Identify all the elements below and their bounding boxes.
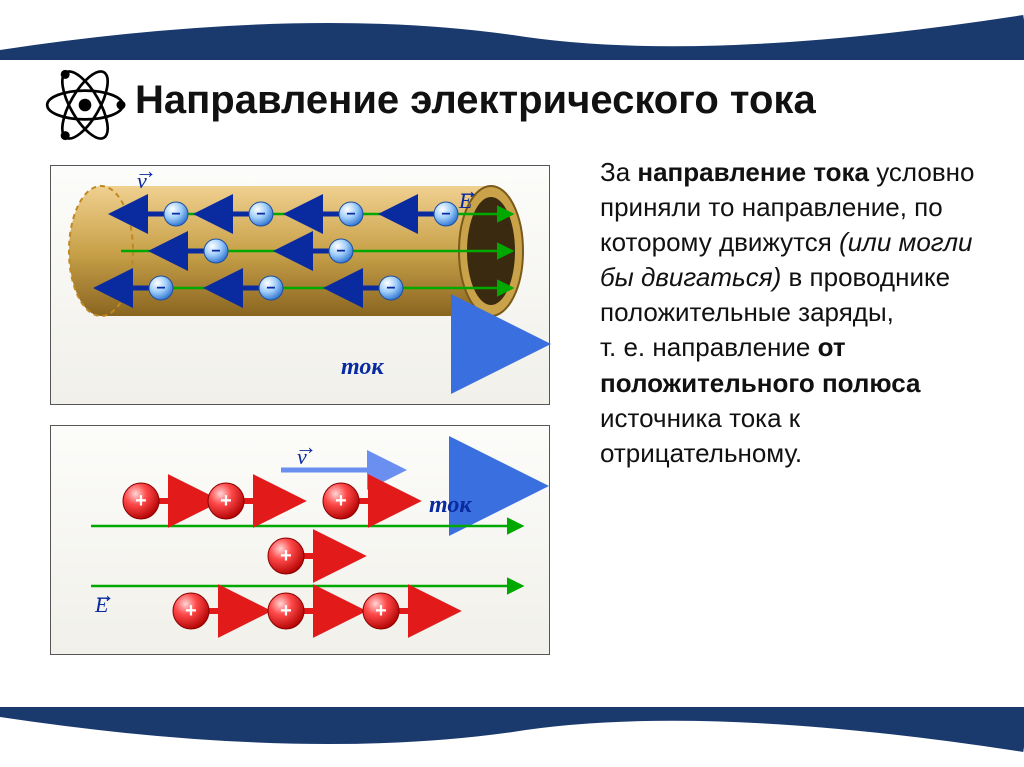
velocity-label: → v (137, 168, 147, 194)
conductor-diagram: − − − − − − − − − → v → E ток (50, 165, 550, 405)
field-label-bottom: → E (95, 592, 108, 618)
t8: источника тока к отрицательному. (600, 403, 802, 468)
content-area: − − − − − − − − − → v → E ток (50, 155, 984, 697)
svg-text:−: − (336, 243, 345, 260)
velocity-label-bottom: → v (297, 444, 307, 470)
field-label: → E (459, 188, 472, 214)
positive-charges-diagram: + + + + + + + → v → E ток (50, 425, 550, 655)
t2: направление тока (637, 157, 869, 187)
svg-text:−: − (386, 280, 395, 297)
explanation-text: За направление тока условно приняли то н… (570, 155, 984, 697)
page-title: Направление электрического тока (135, 78, 816, 123)
diagram-column: − − − − − − − − − → v → E ток (50, 155, 570, 697)
svg-text:+: + (280, 545, 292, 567)
current-label-top: ток (341, 354, 384, 381)
svg-text:+: + (375, 600, 387, 622)
frame-bottom (0, 707, 1024, 767)
svg-text:+: + (185, 600, 197, 622)
frame-top (0, 0, 1024, 60)
svg-text:+: + (135, 490, 147, 512)
svg-text:−: − (346, 206, 355, 223)
t6: т. е. направление (600, 332, 818, 362)
t1: За (600, 157, 637, 187)
atom-icon (40, 60, 130, 150)
svg-text:−: − (441, 206, 450, 223)
svg-text:+: + (335, 490, 347, 512)
svg-text:−: − (266, 280, 275, 297)
current-label-bottom: ток (429, 492, 472, 519)
svg-text:−: − (211, 243, 220, 260)
svg-text:−: − (256, 206, 265, 223)
svg-text:−: − (171, 206, 180, 223)
svg-text:−: − (156, 280, 165, 297)
svg-text:+: + (220, 490, 232, 512)
svg-text:+: + (280, 600, 292, 622)
